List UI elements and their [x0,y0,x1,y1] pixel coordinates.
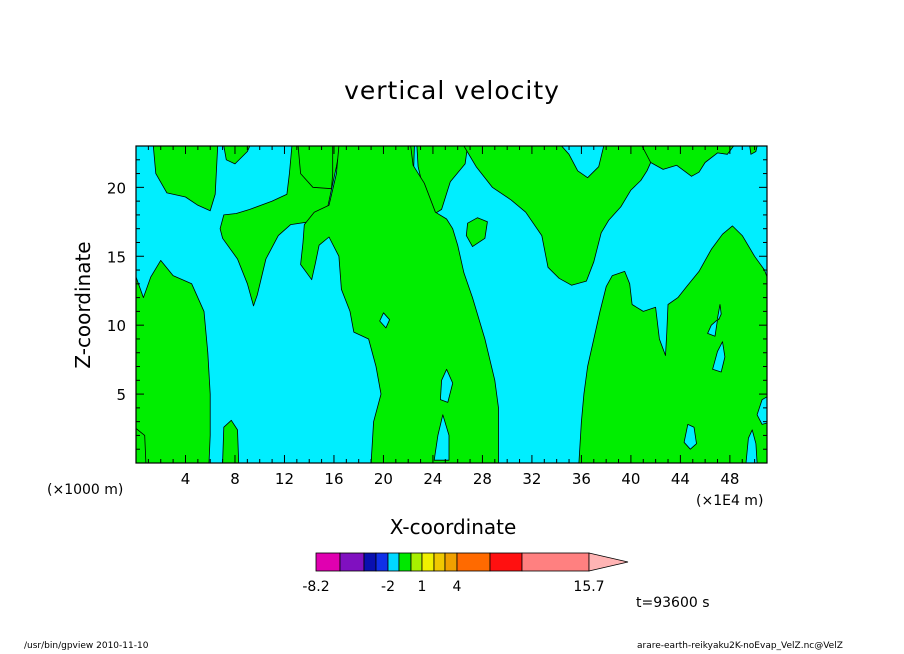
positive-region-15 [749,146,758,155]
y-tick-label: 5 [116,386,126,404]
positive-region-2 [136,428,147,463]
colorbar-segment-3 [363,552,377,572]
x-tick-label: 20 [374,470,393,488]
x-tick-label: 32 [522,470,541,488]
footer-source-file: arare-earth-reikyaku2K-noEvap_VelZ.nc@Ve… [637,641,843,651]
negative-region-1 [379,312,391,329]
y-axis-label: Z-coordinate [71,241,95,369]
colorbar: -8.2 -2 1 4 15.7 [302,552,629,595]
negative-region-2 [439,368,454,403]
positive-region-10 [465,217,488,248]
plot-frame [135,145,768,464]
negative-region-3 [433,414,450,461]
y-tick-label: 20 [107,179,126,197]
colorbar-segment-2 [339,552,365,572]
colorbar-segment-6 [398,552,412,572]
negative-region-8 [717,304,722,321]
x-unit-label: (×1000 m) [47,482,124,498]
colorbar-segment-12 [489,552,523,572]
positive-region-4 [152,146,219,212]
chart-title: vertical velocity [344,76,560,105]
x-tick-label: 12 [275,470,294,488]
colorbar-label: 4 [453,579,462,595]
positive-region-1 [136,259,211,463]
negative-region-6 [756,396,767,425]
colorbar-arrow [588,552,629,572]
x-tick-label: 36 [572,470,591,488]
negative-region-9 [707,319,718,337]
x-tick-label: 24 [423,470,442,488]
positive-region-6 [219,146,341,307]
colorbar-label: -2 [381,579,395,595]
x-axis-label: X-coordinate [389,515,517,539]
colorbar-label: -8.2 [302,579,329,595]
x-tick-label: 48 [720,470,739,488]
time-label: t=93600 s [636,595,710,611]
colorbar-label: 15.7 [573,579,604,595]
x-tick-label: 28 [473,470,492,488]
colorbar-segment-9 [433,552,446,572]
colorbar-segment-8 [421,552,435,572]
x-tick-label: 4 [181,470,191,488]
footer-program-date: /usr/bin/gpview 2010-11-10 [24,641,149,651]
x-unit-label-right: (×1E4 m) [696,493,764,509]
velocity-field [136,146,767,463]
negative-region-4 [683,423,697,450]
x-tick-label: 40 [621,470,640,488]
negative-region-7 [712,341,726,373]
y-tick-label: 10 [107,317,126,335]
positive-region-7 [297,146,334,190]
colorbar-segment-11 [456,552,491,572]
colorbar-segment-1 [315,552,341,572]
positive-region-3 [222,419,240,463]
positive-region-13 [578,225,767,463]
colorbar-segment-10 [444,552,458,572]
colorbar-segment-13 [521,552,590,572]
positive-region-5 [223,146,251,165]
y-tick-label: 15 [107,248,126,266]
x-tick-label: 44 [671,470,690,488]
x-tick-label: 16 [324,470,343,488]
positive-region-12 [463,146,655,286]
negative-region-5 [745,429,758,463]
colorbar-segment-5 [387,552,400,572]
x-tick-label: 8 [230,470,240,488]
colorbar-segment-4 [375,552,389,572]
colorbar-segment-7 [410,552,423,572]
colorbar-label: 1 [418,579,427,595]
